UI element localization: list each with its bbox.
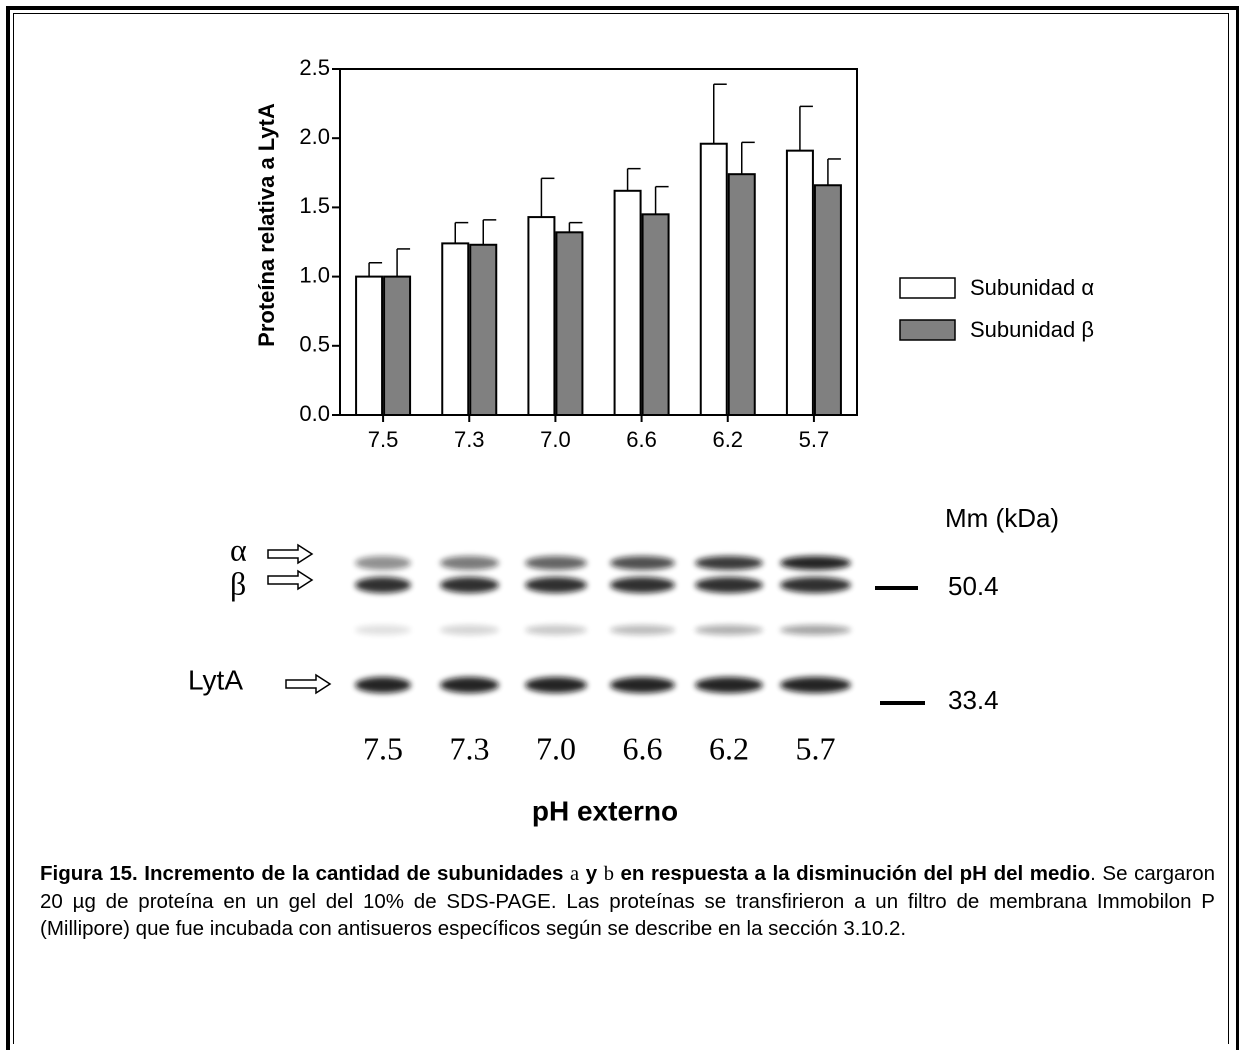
x-tick-label: 6.2 xyxy=(712,427,743,452)
legend-label: Subunidad α xyxy=(970,275,1094,300)
band xyxy=(695,625,763,635)
band xyxy=(355,625,411,635)
lane-label: 5.7 xyxy=(796,730,836,766)
band xyxy=(780,677,851,693)
band xyxy=(780,577,851,593)
bar xyxy=(729,174,755,415)
lane-label: 6.6 xyxy=(623,730,663,766)
lane-label: 7.3 xyxy=(450,730,490,766)
legend-label: Subunidad β xyxy=(970,317,1094,342)
caption-symbol: a xyxy=(570,863,579,885)
bar xyxy=(356,277,382,415)
band xyxy=(440,677,499,693)
band xyxy=(610,625,675,635)
bar xyxy=(701,144,727,415)
bar xyxy=(470,245,496,415)
marker-label: 33.4 xyxy=(948,685,999,715)
y-axis-label: Proteína relativa a LytA xyxy=(254,103,279,347)
alpha-label: α xyxy=(230,531,247,567)
legend-swatch xyxy=(900,320,955,340)
y-tick-label: 1.5 xyxy=(299,193,330,218)
x-tick-label: 7.5 xyxy=(368,427,399,452)
y-tick-label: 0.0 xyxy=(299,401,330,426)
band xyxy=(610,677,675,693)
y-tick-label: 2.5 xyxy=(299,55,330,80)
caption-title: en respuesta a la disminución del pH del… xyxy=(614,862,1090,885)
lane-label: 6.2 xyxy=(709,730,749,766)
lane-label: 7.0 xyxy=(536,730,576,766)
band xyxy=(440,556,499,570)
bar xyxy=(384,277,410,415)
band xyxy=(525,577,587,593)
band xyxy=(525,556,587,570)
legend-swatch xyxy=(900,278,955,298)
bar xyxy=(643,214,669,415)
band xyxy=(780,556,851,570)
band xyxy=(355,677,411,693)
bar xyxy=(815,185,841,415)
beta-label: β xyxy=(230,565,246,601)
band xyxy=(695,577,763,593)
x-tick-label: 7.3 xyxy=(454,427,485,452)
caption-title: Figura 15. Incremento de la cantidad de … xyxy=(40,862,570,885)
bar xyxy=(615,191,641,415)
band xyxy=(355,577,411,593)
band xyxy=(695,556,763,570)
bar xyxy=(556,232,582,415)
y-tick-label: 0.5 xyxy=(299,332,330,357)
arrows xyxy=(268,545,330,693)
y-tick-label: 2.0 xyxy=(299,124,330,149)
plot-frame xyxy=(340,69,857,415)
caption-title: y xyxy=(579,862,604,885)
band xyxy=(525,625,587,635)
caption-symbol: b xyxy=(604,863,614,885)
bar xyxy=(442,243,468,415)
blot xyxy=(355,556,851,693)
x-tick-label: 6.6 xyxy=(626,427,657,452)
blot-x-label: pH externo xyxy=(532,795,678,826)
bar xyxy=(787,151,813,415)
band xyxy=(780,625,851,635)
y-tick-label: 1.0 xyxy=(299,262,330,287)
band xyxy=(440,625,499,635)
caption: Figura 15. Incremento de la cantidad de … xyxy=(40,860,1215,942)
band xyxy=(440,577,499,593)
marker-label: 50.4 xyxy=(948,571,999,601)
lane-label: 7.5 xyxy=(363,730,403,766)
band xyxy=(355,556,411,570)
mass-title: Mm (kDa) xyxy=(945,503,1059,533)
band xyxy=(610,556,675,570)
band xyxy=(695,677,763,693)
bar xyxy=(528,217,554,415)
x-tick-label: 5.7 xyxy=(799,427,830,452)
x-tick-label: 7.0 xyxy=(540,427,571,452)
band xyxy=(525,677,587,693)
page: Proteína relativa a LytA α β LytA Mm (kD… xyxy=(0,0,1243,1039)
lyta-label: LytA xyxy=(188,664,243,695)
band xyxy=(610,577,675,593)
